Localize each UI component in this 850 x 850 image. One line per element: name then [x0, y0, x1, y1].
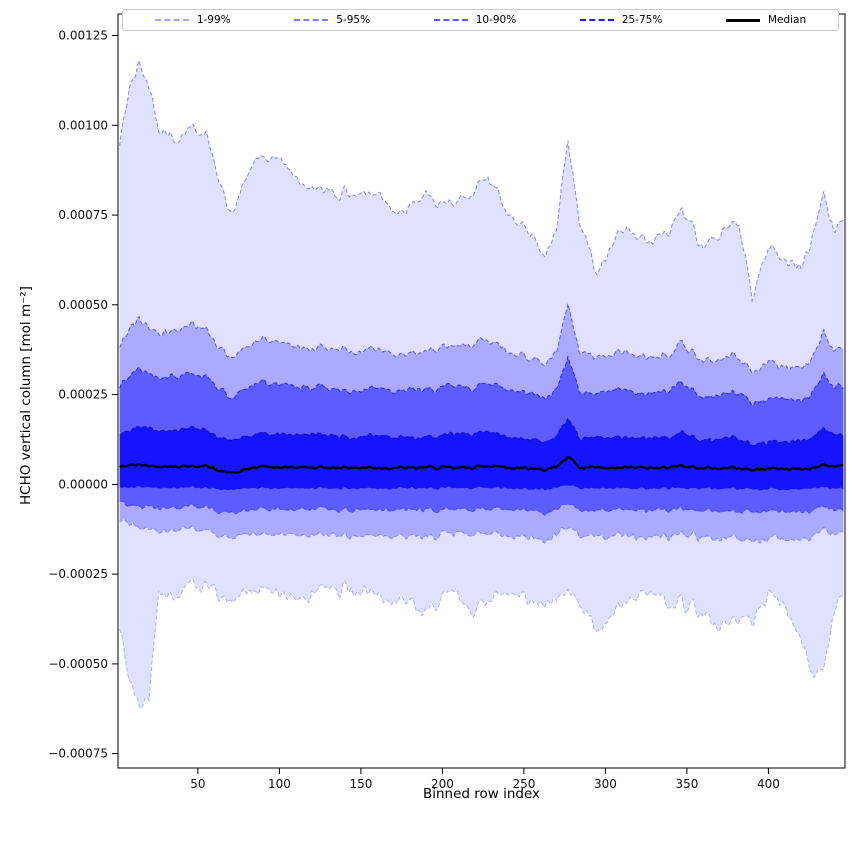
legend-label: Median: [767, 13, 807, 26]
svg-text:0.00125: 0.00125: [58, 29, 108, 43]
legend-line-sample-median: [725, 18, 760, 22]
legend-line-sample-1-99: [154, 19, 189, 21]
svg-text:0.00050: 0.00050: [58, 298, 108, 312]
svg-text:200: 200: [431, 777, 454, 791]
legend-label: 10-90%: [475, 13, 517, 26]
svg-text:50: 50: [190, 777, 205, 791]
legend-label: 1-99%: [196, 13, 231, 26]
svg-text:350: 350: [675, 777, 698, 791]
svg-text:0.00075: 0.00075: [58, 208, 108, 222]
svg-text:300: 300: [594, 777, 617, 791]
legend: 1-99% 5-95% 10-90% 25-75% Median: [122, 9, 839, 31]
svg-text:150: 150: [349, 777, 372, 791]
legend-line-sample-5-95: [294, 19, 329, 21]
legend-label: 5-95%: [336, 13, 371, 26]
svg-text:0.00100: 0.00100: [58, 118, 108, 132]
svg-text:0.00025: 0.00025: [58, 388, 108, 402]
svg-text:100: 100: [268, 777, 291, 791]
svg-text:0.00000: 0.00000: [58, 477, 108, 491]
legend-line-sample-25-75: [579, 19, 614, 21]
svg-text:−0.00050: −0.00050: [48, 657, 108, 671]
x-axis-label: Binned row index: [422, 786, 541, 802]
svg-text:250: 250: [512, 777, 535, 791]
legend-label: 25-75%: [621, 13, 663, 26]
legend-item-1-99: 1-99%: [154, 13, 231, 26]
legend-item-5-95: 5-95%: [294, 15, 370, 26]
legend-line-sample-10-90: [433, 19, 468, 21]
y-axis-label: HCHO vertical column [mol m⁻²]: [18, 286, 34, 505]
legend-item-median: Median: [725, 13, 807, 26]
svg-text:−0.00075: −0.00075: [48, 747, 108, 761]
legend-item-10-90: 10-90%: [433, 13, 517, 26]
svg-text:−0.00025: −0.00025: [48, 567, 108, 581]
legend-item-25-75: 25-75%: [579, 13, 663, 26]
svg-text:400: 400: [757, 777, 780, 791]
